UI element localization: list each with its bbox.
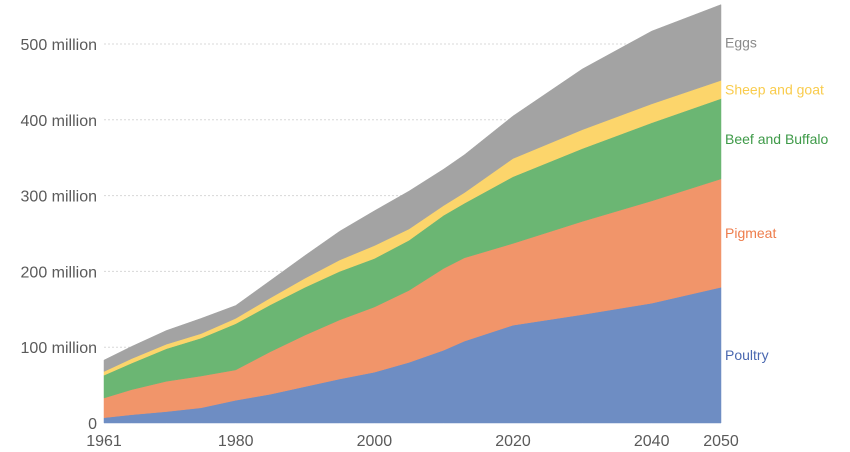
y-axis-ticks: 0 100 million 200 million 300 million 400 mi… (21, 37, 98, 433)
x-axis-ticks: 1961 1980 2000 2020 2040 2050 (86, 433, 739, 450)
x-tick-label: 1980 (218, 433, 254, 450)
series-label-pigmeat: Pigmeat (725, 225, 776, 241)
area-series (103, 4, 722, 424)
series-label-sheep-and-goat: Sheep and goat (725, 81, 824, 97)
y-tick-label: 300 million (21, 189, 97, 206)
series-label-beef-and-buffalo: Beef and Buffalo (725, 131, 828, 147)
x-tick-label: 2000 (357, 433, 393, 450)
x-tick-label: 2050 (703, 433, 739, 450)
series-label-poultry: Poultry (725, 347, 769, 363)
y-tick-label: 200 million (21, 264, 97, 281)
x-tick-label: 1961 (86, 433, 122, 450)
y-tick-label: 400 million (21, 113, 97, 130)
series-label-eggs: Eggs (725, 34, 757, 50)
series-labels: Poultry Pigmeat Beef and Buffalo Sheep and … (725, 34, 828, 363)
x-tick-label: 2040 (634, 433, 670, 450)
y-tick-label: 0 (88, 416, 97, 433)
area-eggs (103, 4, 722, 372)
x-tick-label: 2020 (495, 433, 531, 450)
y-tick-label: 500 million (21, 37, 97, 54)
y-tick-label: 100 million (21, 340, 97, 357)
